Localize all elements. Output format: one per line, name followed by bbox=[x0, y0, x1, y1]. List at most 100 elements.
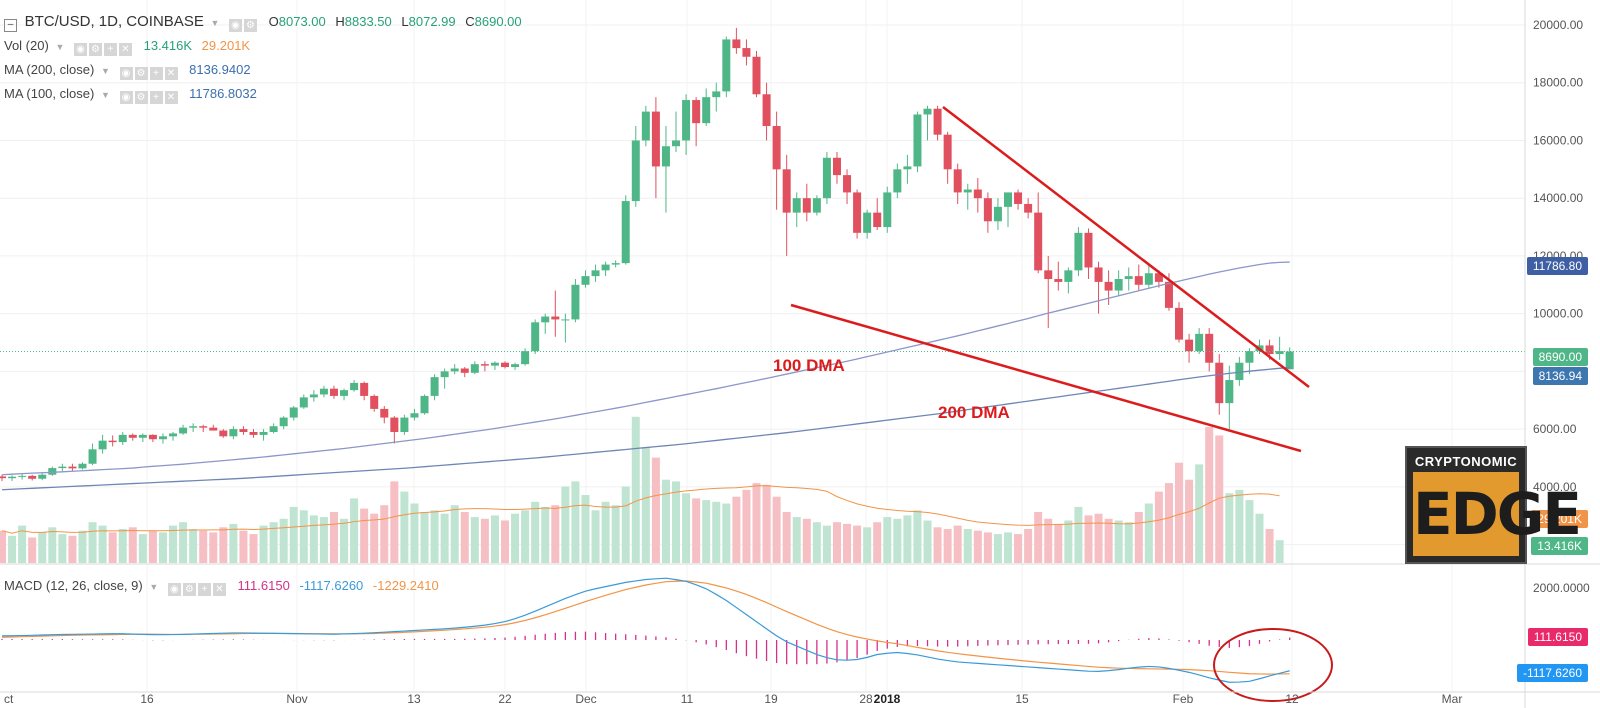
chevron-down-icon[interactable]: ▼ bbox=[100, 66, 110, 76]
candle-body bbox=[1265, 345, 1274, 355]
candle-body bbox=[802, 198, 811, 213]
volume-bar bbox=[863, 527, 872, 563]
ma100-value: 11786.8032 bbox=[189, 86, 257, 101]
ma100-name[interactable]: MA (100, close) bbox=[4, 86, 95, 101]
volume-bar bbox=[229, 523, 238, 563]
volume-bar bbox=[400, 491, 409, 563]
chevron-down-icon[interactable]: ▼ bbox=[100, 90, 110, 100]
volume-bar bbox=[883, 517, 892, 563]
candle-body bbox=[702, 97, 711, 124]
gear-icon[interactable]: ⚙ bbox=[134, 91, 148, 104]
candle-body bbox=[631, 140, 640, 202]
tag-ma200: 8136.94 bbox=[1532, 367, 1588, 385]
macd-line bbox=[1, 577, 1290, 683]
moving-averages bbox=[1, 261, 1290, 491]
collapse-icon[interactable]: – bbox=[4, 19, 17, 32]
legend-ma100: MA (100, close) ▼ ◉ ⚙ + ✕ 11786.8032 bbox=[4, 82, 257, 107]
candle-body bbox=[1054, 279, 1063, 282]
volume-bar bbox=[0, 530, 6, 563]
x-tick-label: 28 bbox=[859, 692, 873, 706]
volume-bar bbox=[973, 530, 982, 563]
gear-icon[interactable]: ⚙ bbox=[244, 19, 257, 32]
volume-bar bbox=[993, 534, 1002, 563]
candle-body bbox=[289, 407, 298, 418]
logo-text: CRYPTONOMIC bbox=[1414, 454, 1518, 469]
ma200-name[interactable]: MA (200, close) bbox=[4, 62, 95, 77]
volume-bar bbox=[1004, 532, 1012, 563]
candle-body bbox=[340, 390, 349, 396]
gear-icon[interactable]: ⚙ bbox=[182, 583, 196, 596]
gear-icon[interactable]: ⚙ bbox=[88, 43, 102, 56]
close-icon[interactable]: ✕ bbox=[212, 583, 226, 596]
candle-body bbox=[360, 382, 369, 396]
high-value: 8833.50 bbox=[344, 14, 392, 29]
x-tick-label: 19 bbox=[764, 692, 778, 706]
candle-body bbox=[179, 427, 188, 434]
candle-body bbox=[48, 468, 57, 475]
eye-icon[interactable]: ◉ bbox=[167, 583, 181, 596]
volume-bar bbox=[1134, 512, 1143, 563]
eye-icon[interactable]: ◉ bbox=[73, 43, 87, 56]
volume-bar bbox=[58, 534, 67, 563]
candle-body bbox=[88, 449, 97, 464]
add-icon[interactable]: + bbox=[103, 43, 117, 56]
chevron-down-icon[interactable]: ▼ bbox=[210, 18, 220, 28]
eye-icon[interactable]: ◉ bbox=[229, 19, 242, 32]
gear-icon[interactable]: ⚙ bbox=[134, 67, 148, 80]
candle-body bbox=[933, 108, 942, 135]
volume-bar bbox=[470, 517, 479, 563]
add-icon[interactable]: + bbox=[149, 67, 163, 80]
vol-name[interactable]: Vol (20) bbox=[4, 38, 49, 53]
add-icon[interactable]: + bbox=[149, 91, 163, 104]
volume-bar bbox=[722, 503, 731, 563]
legend-macd: MACD (12, 26, close, 9) ▼ ◉ ⚙ + ✕ 111.6150 … bbox=[4, 574, 439, 599]
vol-ma-value: 29.201K bbox=[201, 38, 251, 53]
macd-name[interactable]: MACD (12, 26, close, 9) bbox=[4, 578, 143, 593]
candle-body bbox=[661, 146, 670, 167]
candle-body bbox=[893, 169, 902, 193]
x-tick-label: Feb bbox=[1173, 692, 1194, 706]
close-icon[interactable]: ✕ bbox=[164, 67, 178, 80]
candle-body bbox=[1225, 380, 1234, 404]
candle-body bbox=[1034, 212, 1043, 271]
close-icon[interactable]: ✕ bbox=[118, 43, 132, 56]
chevron-down-icon[interactable]: ▼ bbox=[149, 582, 159, 592]
candle-body bbox=[822, 157, 831, 199]
open-value: 8073.00 bbox=[278, 14, 326, 29]
volume-bar bbox=[511, 513, 520, 563]
eye-icon[interactable]: ◉ bbox=[119, 91, 133, 104]
volume-bar bbox=[289, 506, 298, 563]
symbol-title[interactable]: BTC/USD, 1D, COINBASE bbox=[24, 13, 204, 30]
candle-body bbox=[319, 388, 328, 395]
candle-body bbox=[581, 276, 590, 285]
close-icon[interactable]: ✕ bbox=[164, 91, 178, 104]
volume-bars bbox=[0, 416, 1284, 563]
candle-body bbox=[430, 377, 439, 396]
eye-icon[interactable]: ◉ bbox=[119, 67, 133, 80]
candle-body bbox=[722, 39, 731, 92]
candle-body bbox=[460, 368, 469, 373]
volume-bar bbox=[531, 501, 540, 563]
volume-bar bbox=[98, 525, 107, 563]
candle-body bbox=[1164, 281, 1173, 308]
volume-bar bbox=[953, 525, 962, 563]
volume-bar bbox=[672, 481, 681, 563]
add-icon[interactable]: + bbox=[197, 583, 211, 596]
volume-bar bbox=[1124, 522, 1133, 563]
logo-mark: EDGE bbox=[1413, 472, 1582, 556]
volume-bar bbox=[189, 529, 198, 563]
x-tick-label: 15 bbox=[1015, 692, 1029, 706]
candle-body bbox=[470, 364, 479, 373]
x-tick-label: Dec bbox=[575, 692, 596, 706]
candle-body bbox=[18, 475, 27, 477]
chevron-down-icon[interactable]: ▼ bbox=[55, 42, 65, 52]
candle-body bbox=[440, 371, 449, 378]
y-tick-label: 10000.00 bbox=[1533, 307, 1583, 321]
volume-bar bbox=[832, 522, 841, 563]
grid bbox=[0, 0, 1525, 692]
volume-bar bbox=[1175, 462, 1184, 563]
candle-body bbox=[450, 368, 459, 372]
volume-bar bbox=[752, 483, 761, 563]
signal-value: -1229.2410 bbox=[372, 578, 439, 593]
